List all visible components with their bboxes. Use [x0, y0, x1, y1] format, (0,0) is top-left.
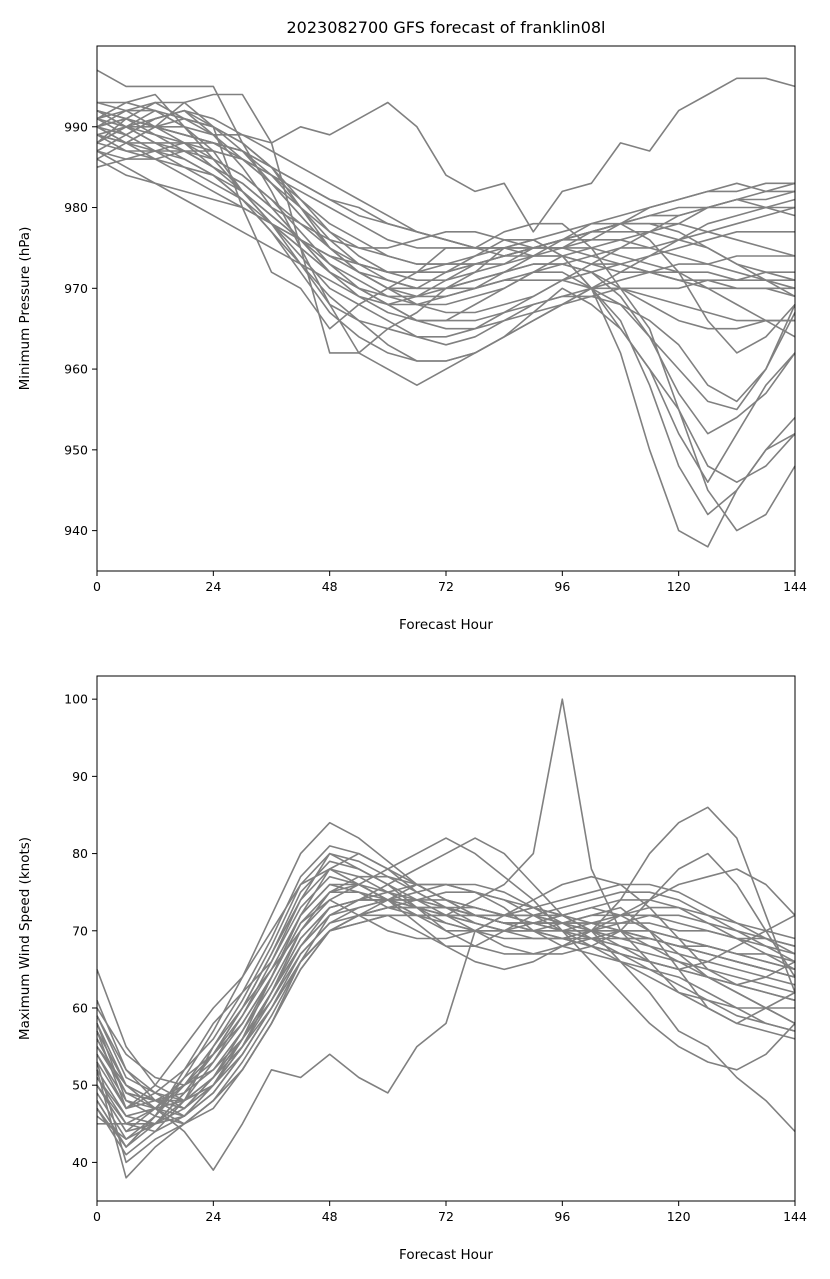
wind-x-tick-label: 96: [554, 1209, 570, 1224]
pressure-series-line-28: [96, 109, 796, 298]
pressure-series-line-21: [96, 77, 796, 233]
wind-series-line-14: [96, 891, 795, 1125]
wind-y-tick-label: 80: [72, 846, 88, 861]
pressure-series-group: [96, 69, 796, 548]
wind-x-tick-label: 48: [322, 1209, 338, 1224]
pressure-series-line-30: [96, 117, 796, 403]
pressure-x-tick-label: 24: [205, 579, 221, 594]
pressure-y-tick-label: 940: [64, 523, 88, 538]
pressure-x-tick-label: 96: [554, 579, 570, 594]
pressure-y-tick-label: 990: [64, 119, 88, 134]
wind-series-line-31: [96, 906, 796, 1117]
pressure-series-line-20: [96, 158, 796, 338]
wind-x-tick-label: 144: [783, 1209, 807, 1224]
wind-x-tick-label: 120: [667, 1209, 691, 1224]
pressure-x-tick-label: 120: [667, 579, 691, 594]
wind-x-tick-label: 24: [205, 1209, 221, 1224]
wind-y-tick-label: 70: [72, 923, 88, 938]
pressure-x-axis-label: Forecast Hour: [399, 617, 493, 633]
pressure-y-axis-label: Minimum Pressure (hPa): [17, 227, 33, 391]
wind-panel: 0 24 48 72 96 120 144 40 50 60 70 80 90 100 Forecast H…: [17, 675, 807, 1263]
pressure-panel: 0 24 48 72 96 120 144 940 950 960 970 980 990 Forecas…: [17, 45, 807, 633]
pressure-y-tick-label: 980: [64, 200, 88, 215]
pressure-y-tick-label: 960: [64, 362, 88, 377]
pressure-series-line-27: [96, 134, 795, 362]
pressure-x-tick-label: 0: [93, 579, 101, 594]
wind-y-tick-label: 50: [72, 1078, 88, 1093]
pressure-x-tick-label: 48: [322, 579, 338, 594]
wind-y-axis-label: Maximum Wind Speed (knots): [17, 837, 33, 1040]
wind-series-line-30: [96, 868, 796, 1148]
pressure-y-tick-label: 950: [64, 442, 88, 457]
wind-x-axis-label: Forecast Hour: [399, 1247, 493, 1263]
wind-series-line-29: [96, 883, 796, 1110]
pressure-series-line-25: [96, 126, 796, 411]
wind-series-line-18: [96, 883, 796, 1086]
pressure-y-tick-label: 970: [64, 281, 88, 296]
wind-series-line-3: [96, 906, 796, 1171]
pressure-series-line-26: [96, 109, 796, 249]
wind-x-tick-label: 0: [93, 1209, 101, 1224]
pressure-series-line-31: [96, 109, 795, 274]
chart-title: 2023082700 GFS forecast of franklin08l: [287, 18, 606, 37]
wind-y-tick-label: 90: [72, 769, 88, 784]
wind-x-tick-label: 72: [438, 1209, 454, 1224]
wind-series-group: [96, 698, 796, 1179]
wind-y-tick-label: 60: [72, 1000, 88, 1015]
wind-y-tick-label: 40: [72, 1155, 88, 1170]
wind-y-tick-label: 100: [64, 692, 88, 707]
pressure-x-tick-label: 144: [783, 579, 807, 594]
pressure-x-tick-label: 72: [438, 579, 454, 594]
